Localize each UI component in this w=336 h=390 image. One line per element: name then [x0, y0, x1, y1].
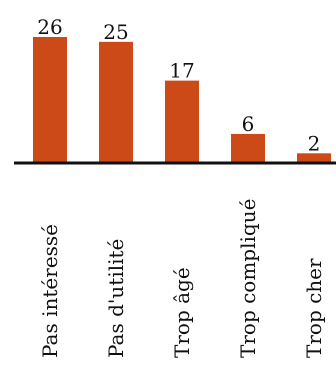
value-label-1: 25 — [103, 20, 128, 44]
category-label-3: Trop compliqué — [236, 199, 260, 358]
value-labels-group: 26 25 17 6 2 — [37, 15, 320, 155]
bar-0 — [33, 37, 67, 163]
bar-2 — [165, 80, 199, 163]
category-labels-group: Pas intéressé Pas d'utilité Trop âgé Trop c… — [38, 199, 326, 358]
value-label-0: 26 — [37, 15, 62, 39]
bar-4 — [297, 153, 331, 163]
category-label-0: Pas intéressé — [38, 224, 62, 358]
bar-3 — [231, 133, 265, 163]
category-label-2: Trop âgé — [170, 267, 194, 358]
value-label-3: 6 — [242, 112, 255, 136]
category-label-4: Trop cher — [302, 258, 326, 358]
bar-1 — [99, 41, 133, 163]
bars-group — [33, 37, 331, 163]
value-label-4: 2 — [308, 131, 321, 155]
category-label-1: Pas d'utilité — [104, 239, 128, 358]
value-label-2: 17 — [169, 59, 194, 83]
